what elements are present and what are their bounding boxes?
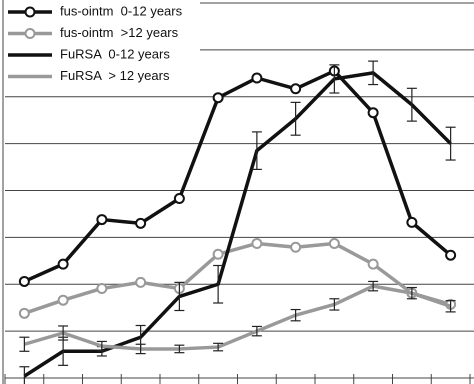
marker xyxy=(18,307,30,319)
error-bar xyxy=(58,325,69,341)
error-bar xyxy=(213,342,224,352)
series-line xyxy=(23,284,452,351)
error-bar xyxy=(406,286,417,300)
marker xyxy=(406,216,418,228)
marker xyxy=(135,276,147,288)
error-bar xyxy=(445,126,456,161)
error-bar xyxy=(135,343,146,355)
series-line xyxy=(23,241,452,315)
error-bar xyxy=(368,60,379,86)
marker xyxy=(212,92,224,104)
marker xyxy=(135,217,147,229)
marker xyxy=(367,258,379,270)
marker xyxy=(57,258,69,270)
error-bar xyxy=(368,280,379,292)
error-bar xyxy=(96,340,107,352)
legend-label: fus-ointm 0-12 years xyxy=(60,3,183,18)
marker xyxy=(328,237,340,249)
marker xyxy=(96,282,108,294)
error-bar xyxy=(290,308,301,322)
marker xyxy=(251,237,263,249)
legend-box xyxy=(4,0,200,88)
marker xyxy=(57,294,69,306)
error-bar xyxy=(19,336,30,352)
error-bar xyxy=(290,101,301,136)
error-bar xyxy=(251,325,262,337)
error-bar xyxy=(329,298,340,311)
error-bar xyxy=(174,344,185,354)
error-bar xyxy=(445,300,456,313)
legend-marker xyxy=(24,28,36,39)
error-bar xyxy=(19,366,30,384)
legend-label: FuRSA 0-12 years xyxy=(60,46,170,61)
error-bar xyxy=(406,87,417,122)
marker xyxy=(212,248,224,260)
legend-marker xyxy=(24,6,36,18)
legend-label: fus-ointm >12 years xyxy=(60,25,179,40)
legend-label: FuRSA > 12 years xyxy=(60,68,170,83)
marker xyxy=(96,214,108,226)
marker xyxy=(251,72,263,84)
error-bar xyxy=(329,64,340,94)
marker xyxy=(290,241,302,253)
marker xyxy=(173,192,185,204)
marker xyxy=(18,275,30,287)
error-bar xyxy=(251,131,262,171)
series-line xyxy=(23,71,452,378)
marker xyxy=(445,249,457,261)
error-bar xyxy=(174,281,185,312)
error-bar xyxy=(213,264,224,304)
series-line xyxy=(23,69,452,284)
marker xyxy=(290,83,302,95)
marker xyxy=(367,107,379,119)
